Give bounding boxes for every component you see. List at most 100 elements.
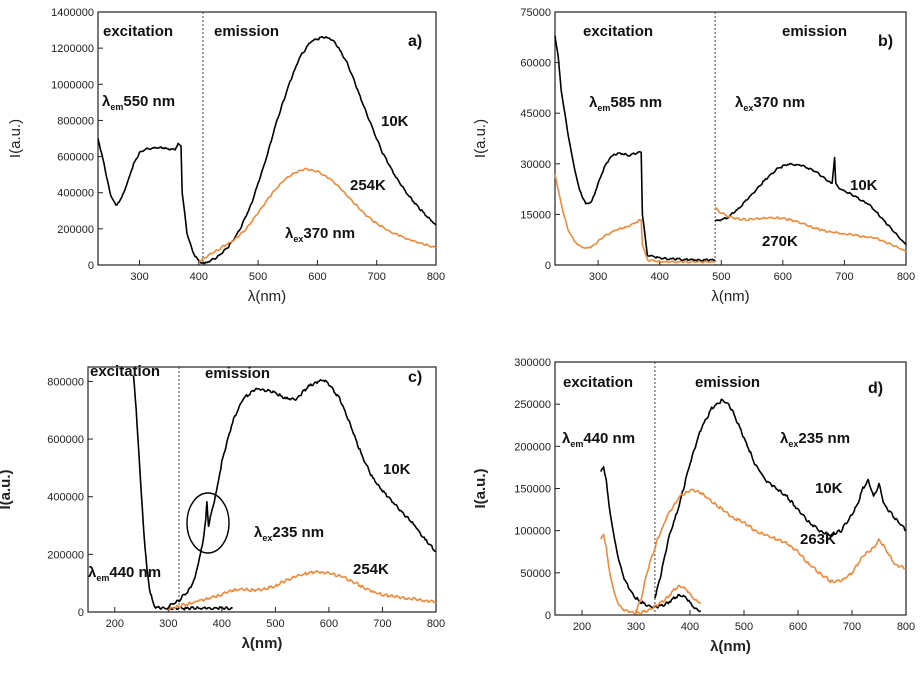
wavelength-annotation: λem440 nm: [88, 564, 161, 583]
series-label-10K: 10K: [815, 480, 843, 497]
excitation-label: excitation: [583, 23, 653, 40]
x-tick-label: 700: [373, 618, 391, 630]
emission-label: emission: [214, 23, 279, 40]
series-line-10K: [168, 379, 437, 608]
y-tick-label: 50000: [520, 568, 551, 580]
x-tick-label: 700: [835, 271, 853, 283]
series-line-10K: [600, 466, 702, 613]
y-tick-label: 200000: [514, 441, 551, 453]
series-label-10K: 10K: [850, 177, 878, 194]
y-tick-label: 200000: [57, 224, 94, 236]
series-line-10K: [554, 35, 716, 262]
y-tick-label: 45000: [520, 108, 551, 120]
x-tick-label: 600: [789, 621, 807, 633]
series-line-10K: [654, 398, 907, 599]
y-axis-label: I(a.u.): [7, 119, 24, 158]
wavelength-annotation: λem440 nm: [562, 430, 635, 449]
series-line-10K: [204, 35, 437, 264]
excitation-label: excitation: [90, 363, 160, 380]
y-tick-label: 400000: [57, 188, 94, 200]
wavelength-annotation: λex370 nm: [735, 94, 805, 113]
excitation-label: excitation: [563, 374, 633, 391]
panel-label: a): [408, 33, 422, 50]
panel-label: b): [878, 33, 893, 50]
series-line-270K: [554, 173, 716, 264]
y-tick-label: 15000: [520, 209, 551, 221]
y-tick-label: 0: [545, 260, 551, 272]
y-tick-label: 300000: [514, 357, 551, 369]
x-tick-label: 400: [651, 271, 669, 283]
x-tick-label: 400: [213, 618, 231, 630]
wavelength-annotation: λem550 nm: [102, 93, 175, 112]
y-tick-label: 800000: [47, 376, 84, 388]
series-label-263K: 263K: [800, 531, 836, 548]
chart-panel-1: 300 400 500 600 700 800 0 200000 400000 600000 800…: [7, 7, 445, 305]
x-tick-label: 500: [712, 271, 730, 283]
x-tick-label: 300: [627, 621, 645, 633]
excitation-label: excitation: [103, 23, 173, 40]
x-tick-label: 400: [190, 271, 208, 283]
y-tick-label: 0: [545, 610, 551, 622]
emission-label: emission: [205, 365, 270, 382]
y-tick-label: 150000: [514, 484, 551, 496]
series-line-254K: [167, 570, 437, 611]
series-label-254K: 254K: [353, 561, 389, 578]
y-axis-label: I(a.u.): [472, 468, 489, 508]
y-tick-label: 1400000: [51, 7, 94, 19]
y-tick-label: 200000: [47, 549, 84, 561]
x-tick-label: 300: [589, 271, 607, 283]
x-tick-label: 800: [427, 618, 445, 630]
panel-label: c): [408, 369, 422, 386]
x-tick-label: 600: [774, 271, 792, 283]
chart-panel-3: 200 300 400 500 600 700 800 0 200000 400000 600000…: [0, 363, 445, 652]
series-line-254K: [198, 167, 437, 263]
x-tick-label: 700: [843, 621, 861, 633]
series-line-263K: [635, 488, 907, 612]
series-line-263K: [600, 533, 702, 615]
series-label-10K: 10K: [383, 461, 411, 478]
wavelength-annotation: λex235 nm: [780, 430, 850, 449]
series-label-270K: 270K: [762, 233, 798, 250]
y-tick-label: 100000: [514, 526, 551, 538]
chart-panel-2: 300 400 500 600 700 800 0 15000 30000 45000 60000 7…: [472, 7, 915, 305]
series-line-270K: [714, 206, 907, 253]
y-tick-label: 75000: [520, 7, 551, 19]
wavelength-annotation: λex235 nm: [254, 524, 324, 543]
chart-panel-4: 200 300 400 500 600 700 800 0 50000 100000 150000 2…: [472, 357, 915, 655]
series-line-10K: [97, 138, 206, 265]
x-tick-label: 300: [130, 271, 148, 283]
y-axis-label: I(a.u.): [0, 469, 14, 509]
x-tick-label: 400: [681, 621, 699, 633]
y-tick-label: 1200000: [51, 43, 94, 55]
y-tick-label: 400000: [47, 492, 84, 504]
x-axis-label: λ(nm): [711, 288, 749, 305]
x-tick-label: 300: [159, 618, 177, 630]
wavelength-annotation: λem585 nm: [589, 94, 662, 113]
highlight-ellipse: [186, 492, 230, 554]
x-tick-label: 200: [106, 618, 124, 630]
y-tick-label: 0: [78, 607, 84, 619]
plot-frame: [87, 366, 437, 613]
y-tick-label: 1000000: [51, 79, 94, 91]
wavelength-annotation: λex370 nm: [285, 225, 355, 244]
x-tick-label: 500: [249, 271, 267, 283]
y-tick-label: 60000: [520, 58, 551, 70]
series-label-10K: 10K: [381, 113, 409, 130]
emission-label: emission: [695, 374, 760, 391]
panel-label: d): [868, 380, 883, 397]
x-tick-label: 800: [897, 621, 915, 633]
y-tick-label: 250000: [514, 399, 551, 411]
y-tick-label: 600000: [47, 434, 84, 446]
x-tick-label: 500: [735, 621, 753, 633]
y-tick-label: 30000: [520, 159, 551, 171]
x-tick-label: 200: [573, 621, 591, 633]
y-tick-label: 600000: [57, 152, 94, 164]
y-tick-label: 0: [88, 260, 94, 272]
series-label-254K: 254K: [350, 177, 386, 194]
x-tick-label: 500: [266, 618, 284, 630]
y-axis-label: I(a.u.): [472, 119, 489, 158]
x-tick-label: 600: [320, 618, 338, 630]
x-tick-label: 800: [897, 271, 915, 283]
emission-label: emission: [782, 23, 847, 40]
